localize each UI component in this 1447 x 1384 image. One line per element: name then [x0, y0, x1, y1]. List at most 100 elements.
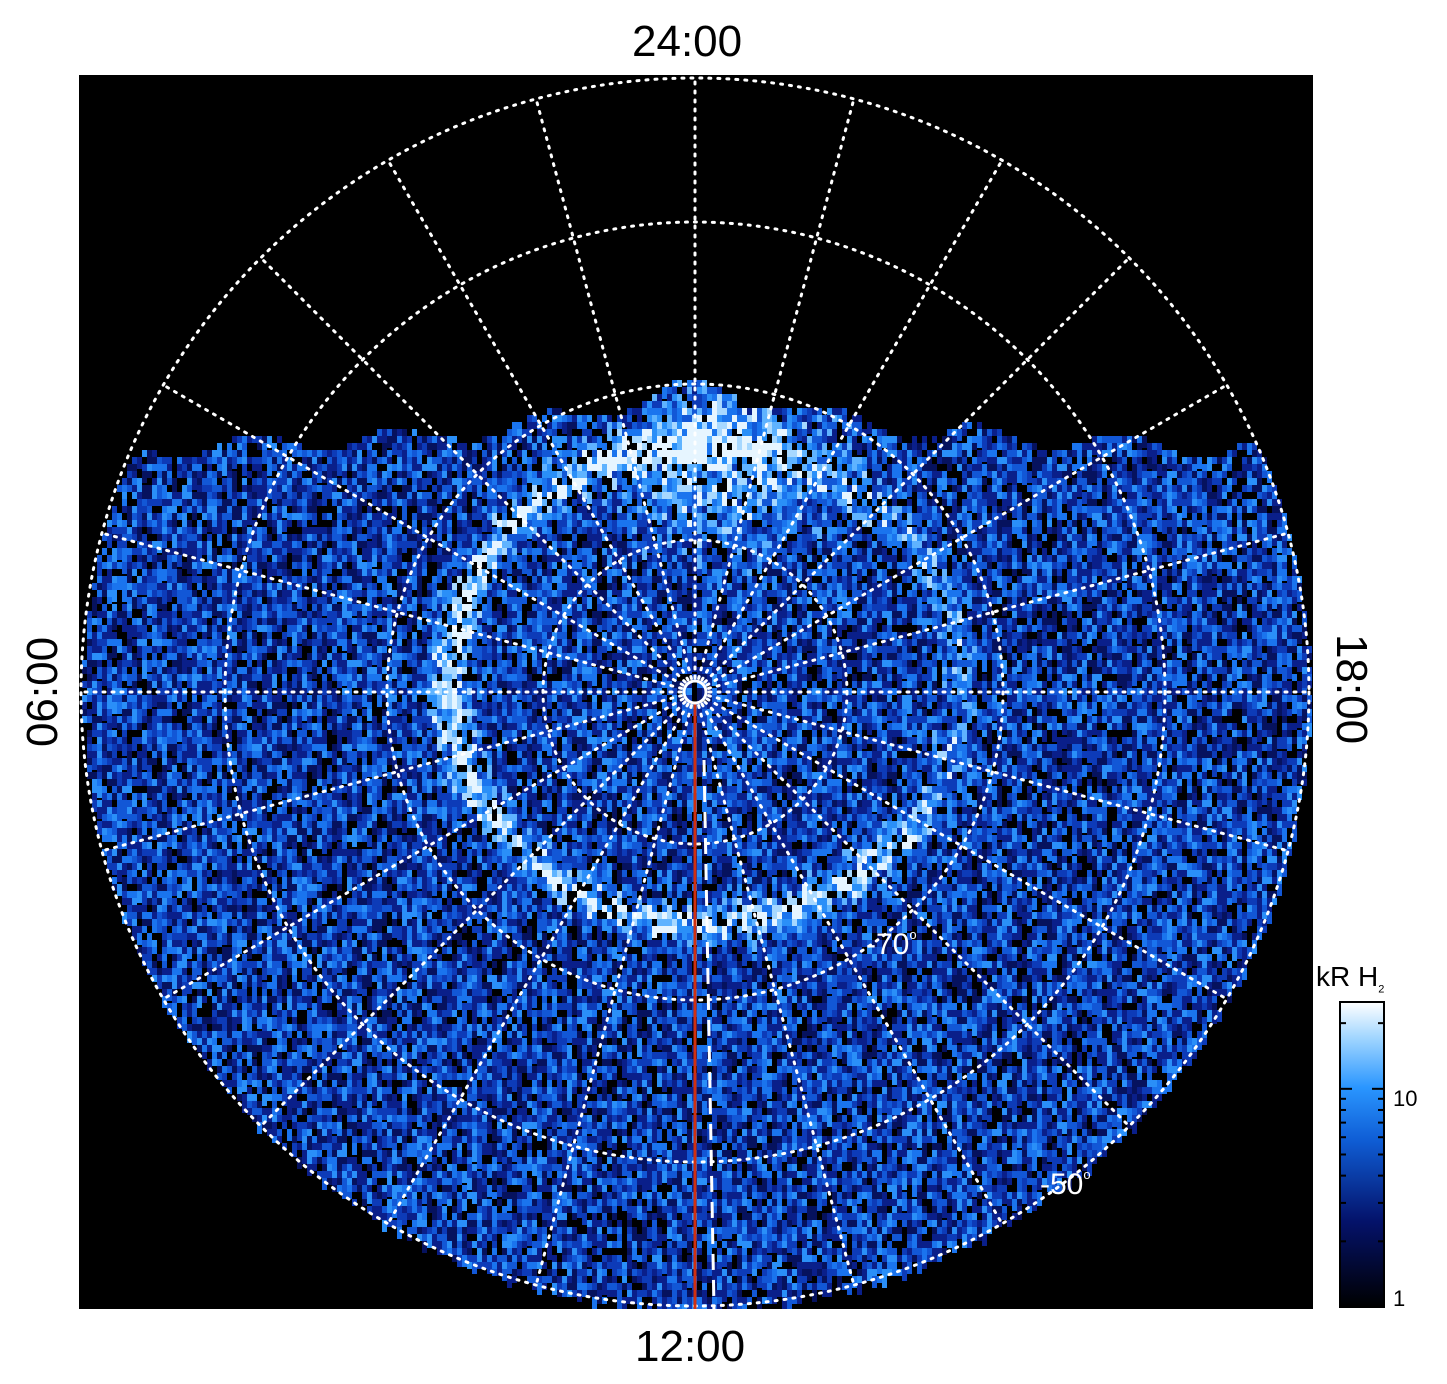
emission-pixel: [862, 436, 867, 443]
emission-pixel: [1087, 450, 1092, 457]
emission-pixel: [617, 520, 622, 532]
emission-pixel: [462, 478, 467, 485]
emission-pixel: [652, 443, 657, 450]
emission-pixel: [1067, 597, 1072, 609]
emission-pixel: [262, 471, 267, 478]
emission-pixel: [102, 576, 107, 583]
emission-pixel: [342, 555, 347, 567]
emission-pixel: [477, 499, 482, 506]
emission-pixel: [242, 457, 247, 469]
emission-pixel: [1192, 499, 1197, 506]
emission-pixel: [822, 513, 827, 520]
emission-pixel: [677, 457, 682, 464]
emission-pixel: [1137, 590, 1142, 602]
emission-pixel: [537, 527, 542, 534]
emission-pixel: [1147, 541, 1152, 548]
emission-pixel: [852, 471, 857, 478]
emission-pixel: [472, 513, 477, 520]
emission-pixel: [457, 562, 462, 574]
emission-pixel: [1087, 485, 1092, 492]
emission-pixel: [392, 541, 397, 553]
emission-pixel: [997, 520, 1002, 527]
emission-pixel: [1252, 597, 1257, 604]
emission-pixel: [1057, 450, 1062, 457]
emission-pixel: [867, 604, 872, 611]
emission-pixel: [1047, 576, 1052, 583]
emission-pixel: [1077, 457, 1082, 469]
emission-pixel: [277, 457, 282, 464]
emission-pixel: [702, 534, 707, 546]
emission-pixel: [717, 394, 722, 406]
emission-pixel: [212, 590, 217, 602]
emission-pixel: [707, 485, 712, 497]
emission-pixel: [667, 471, 672, 478]
emission-pixel: [762, 408, 767, 420]
emission-pixel: [527, 415, 532, 422]
emission-pixel: [777, 436, 782, 443]
emission-pixel: [1012, 464, 1017, 471]
emission-pixel: [1207, 527, 1212, 534]
emission-pixel: [1087, 478, 1092, 490]
emission-pixel: [572, 534, 577, 541]
emission-pixel: [1117, 499, 1122, 506]
emission-pixel: [142, 548, 147, 560]
emission-pixel: [302, 569, 307, 576]
emission-pixel: [377, 429, 382, 441]
emission-pixel: [137, 534, 142, 541]
emission-pixel: [1047, 520, 1052, 527]
emission-pixel: [367, 450, 372, 457]
emission-pixel: [992, 541, 997, 548]
emission-pixel: [927, 485, 932, 492]
emission-pixel: [502, 492, 507, 499]
emission-pixel: [897, 464, 902, 471]
emission-pixel: [1152, 471, 1157, 483]
emission-pixel: [1082, 520, 1087, 527]
emission-pixel: [1212, 499, 1217, 506]
emission-pixel: [982, 590, 987, 602]
emission-pixel: [217, 513, 222, 525]
emission-pixel: [612, 443, 617, 450]
emission-pixel: [537, 569, 542, 576]
emission-pixel: [797, 478, 802, 485]
emission-pixel: [897, 492, 902, 499]
emission-pixel: [442, 450, 447, 457]
emission-pixel: [832, 604, 837, 611]
emission-pixel: [647, 583, 652, 590]
emission-pixel: [247, 457, 252, 464]
emission-pixel: [867, 492, 872, 499]
emission-pixel: [237, 492, 242, 499]
emission-pixel: [807, 506, 812, 513]
emission-pixel: [182, 485, 187, 497]
emission-pixel: [272, 443, 277, 450]
emission-pixel: [1097, 485, 1102, 497]
emission-pixel: [697, 436, 702, 443]
emission-pixel: [927, 562, 932, 574]
emission-pixel: [1257, 513, 1262, 525]
emission-pixel: [412, 478, 417, 485]
emission-pixel: [617, 478, 622, 485]
emission-pixel: [787, 450, 792, 457]
emission-pixel: [1187, 569, 1192, 581]
emission-pixel: [647, 562, 652, 574]
emission-pixel: [827, 583, 832, 590]
emission-pixel: [1017, 527, 1022, 539]
emission-pixel: [507, 464, 512, 471]
emission-pixel: [1232, 499, 1237, 506]
emission-pixel: [502, 569, 507, 581]
emission-pixel: [717, 569, 722, 581]
emission-pixel: [292, 492, 297, 499]
emission-pixel: [142, 611, 147, 618]
emission-pixel: [727, 394, 732, 406]
emission-pixel: [227, 604, 232, 616]
emission-pixel: [447, 555, 452, 567]
emission-pixel: [747, 590, 752, 597]
emission-pixel: [652, 401, 657, 413]
emission-pixel: [392, 534, 397, 541]
emission-pixel: [1027, 555, 1032, 567]
emission-pixel: [772, 408, 777, 420]
emission-pixel: [157, 527, 162, 539]
emission-pixel: [727, 604, 732, 611]
emission-pixel: [747, 450, 752, 457]
emission-pixel: [272, 520, 277, 527]
emission-pixel: [112, 506, 117, 513]
